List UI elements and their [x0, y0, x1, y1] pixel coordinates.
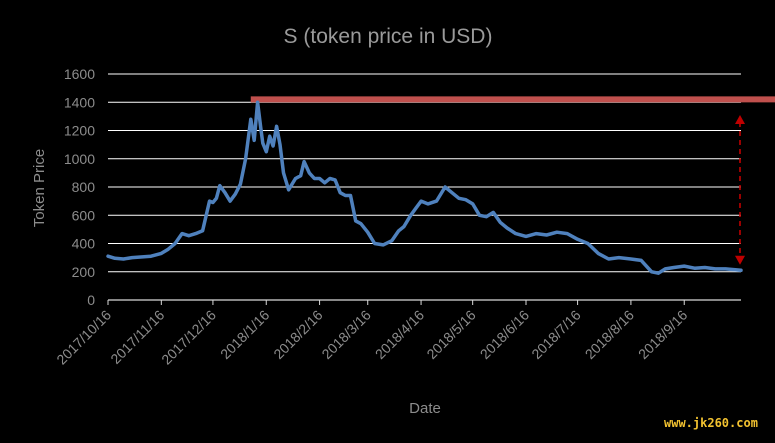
y-tick-label: 1200 [64, 123, 95, 139]
chart-marks [106, 96, 775, 275]
series-line [106, 100, 743, 275]
y-tick-label: 1000 [64, 151, 95, 167]
y-tick-label: 600 [72, 207, 96, 223]
y-tick-label: 400 [72, 236, 96, 252]
y-axis-label: Token Price [31, 149, 48, 227]
y-tick-label: 800 [72, 179, 96, 195]
arrow-head-bottom [735, 255, 745, 265]
y-tick-label: 1600 [64, 66, 95, 82]
y-tick-label: 1400 [64, 94, 95, 110]
y-tick-label: 200 [72, 264, 96, 280]
y-tick-labels: 0 200 400 600 800 1000 1200 1400 1600 [64, 66, 95, 308]
arrow-head-top [735, 114, 745, 124]
gridlines [107, 73, 741, 305]
watermark-text: www.jk260.com [664, 416, 758, 430]
chart-title: S (token price in USD) [284, 25, 493, 48]
x-axis-label: Date [409, 400, 441, 417]
y-tick-label: 0 [87, 292, 95, 308]
